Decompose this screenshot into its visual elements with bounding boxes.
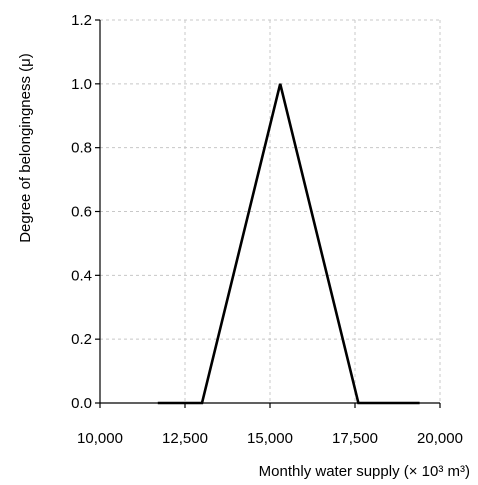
gridlines: [100, 19, 441, 403]
x-tick-label: 17,500: [332, 430, 378, 447]
y-tick-label: 0.0: [71, 395, 92, 412]
membership-line: [157, 83, 420, 405]
x-tick-label: 15,000: [247, 430, 293, 447]
y-tick-label: 1.2: [71, 12, 92, 29]
x-tick-label: 12,500: [162, 430, 208, 447]
y-tick-label: 0.4: [71, 267, 92, 284]
series-layer: [157, 83, 420, 405]
y-axis-title: Degree of belongingness (μ): [17, 53, 34, 243]
x-tick-label: 10,000: [77, 430, 123, 447]
y-tick-labels: 0.0 0.2 0.4 0.6 0.8 1.0 1.2: [71, 12, 92, 412]
y-tick-label: 1.0: [71, 76, 92, 93]
axes: [95, 19, 441, 408]
y-tick-label: 0.6: [71, 204, 92, 221]
x-tick-label: 20,000: [417, 430, 463, 447]
y-tick-label: 0.8: [71, 140, 92, 157]
x-axis-title: Monthly water supply (× 10³ m³): [259, 463, 470, 480]
x-tick-labels: 10,000 12,500 15,000 17,500 20,000: [77, 430, 463, 447]
y-tick-label: 0.2: [71, 331, 92, 348]
